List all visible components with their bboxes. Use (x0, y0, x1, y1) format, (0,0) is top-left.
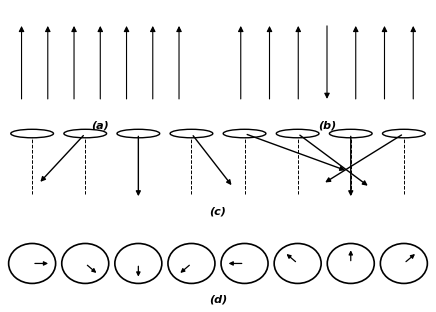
Text: (c): (c) (210, 206, 226, 216)
Ellipse shape (170, 129, 213, 138)
Ellipse shape (9, 243, 56, 283)
Ellipse shape (11, 129, 54, 138)
Ellipse shape (62, 243, 109, 283)
Text: (d): (d) (209, 295, 227, 305)
Ellipse shape (221, 243, 268, 283)
Text: (a): (a) (92, 120, 109, 130)
Text: (b): (b) (318, 120, 336, 130)
Ellipse shape (276, 129, 319, 138)
Ellipse shape (64, 129, 107, 138)
Ellipse shape (168, 243, 215, 283)
Ellipse shape (274, 243, 321, 283)
Ellipse shape (380, 243, 427, 283)
Ellipse shape (117, 129, 160, 138)
Ellipse shape (330, 129, 372, 138)
Ellipse shape (382, 129, 425, 138)
Ellipse shape (223, 129, 266, 138)
Ellipse shape (115, 243, 162, 283)
Ellipse shape (327, 243, 374, 283)
